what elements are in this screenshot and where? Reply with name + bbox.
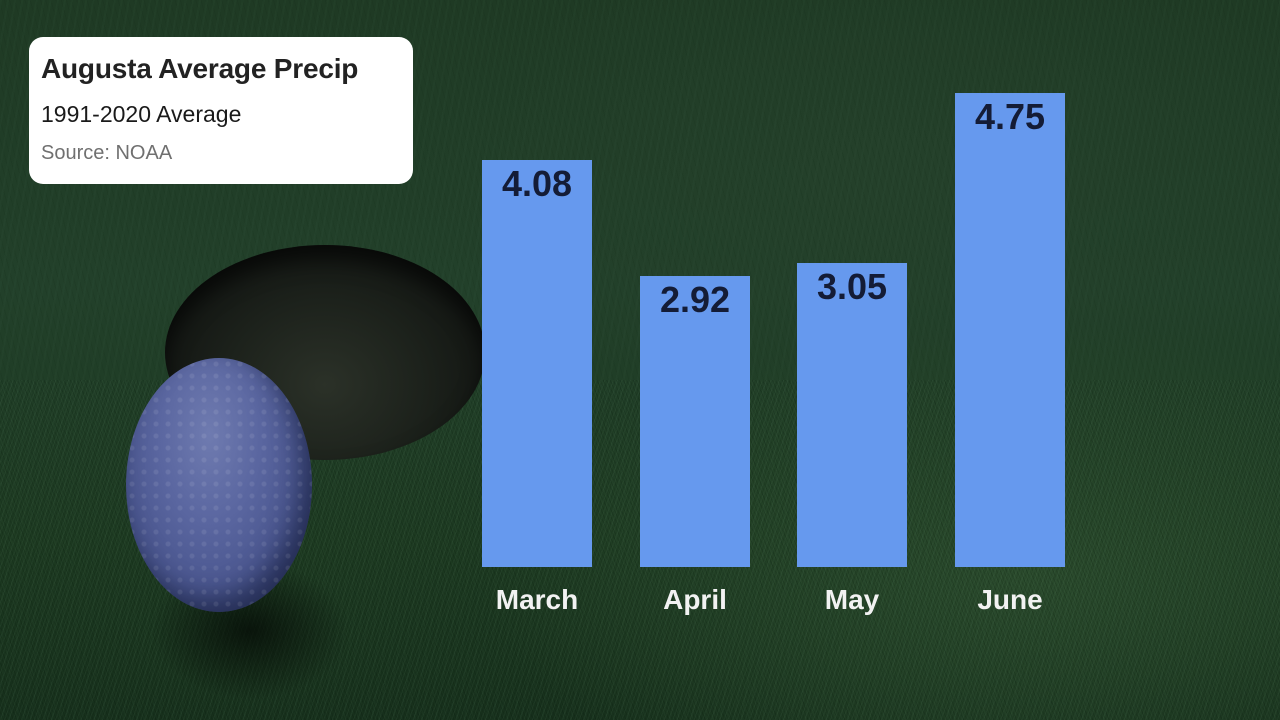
bar-value-label: 3.05 <box>816 266 888 307</box>
chart-source: Source: NOAA <box>41 142 173 164</box>
chart-subtitle: 1991-2020 Average <box>41 101 242 127</box>
bar-june: 4.75 <box>955 93 1065 567</box>
title-card: Augusta Average Precip 1991-2020 Average… <box>29 37 413 184</box>
x-axis-label-may: May <box>824 584 880 615</box>
bar-value-label: 2.92 <box>659 279 731 320</box>
chart-title: Augusta Average Precip <box>41 53 359 84</box>
bar-april: 2.92 <box>640 276 750 567</box>
x-axis-label-april: April <box>663 584 727 615</box>
bar-value-label: 4.08 <box>501 163 573 204</box>
bar-may: 3.05 <box>797 263 907 567</box>
x-axis-label-june: June <box>977 584 1043 615</box>
golf-ball-image <box>126 358 312 612</box>
x-axis-label-march: March <box>495 584 579 615</box>
bar-value-label: 4.75 <box>974 96 1046 137</box>
bar-march: 4.08 <box>482 160 592 567</box>
